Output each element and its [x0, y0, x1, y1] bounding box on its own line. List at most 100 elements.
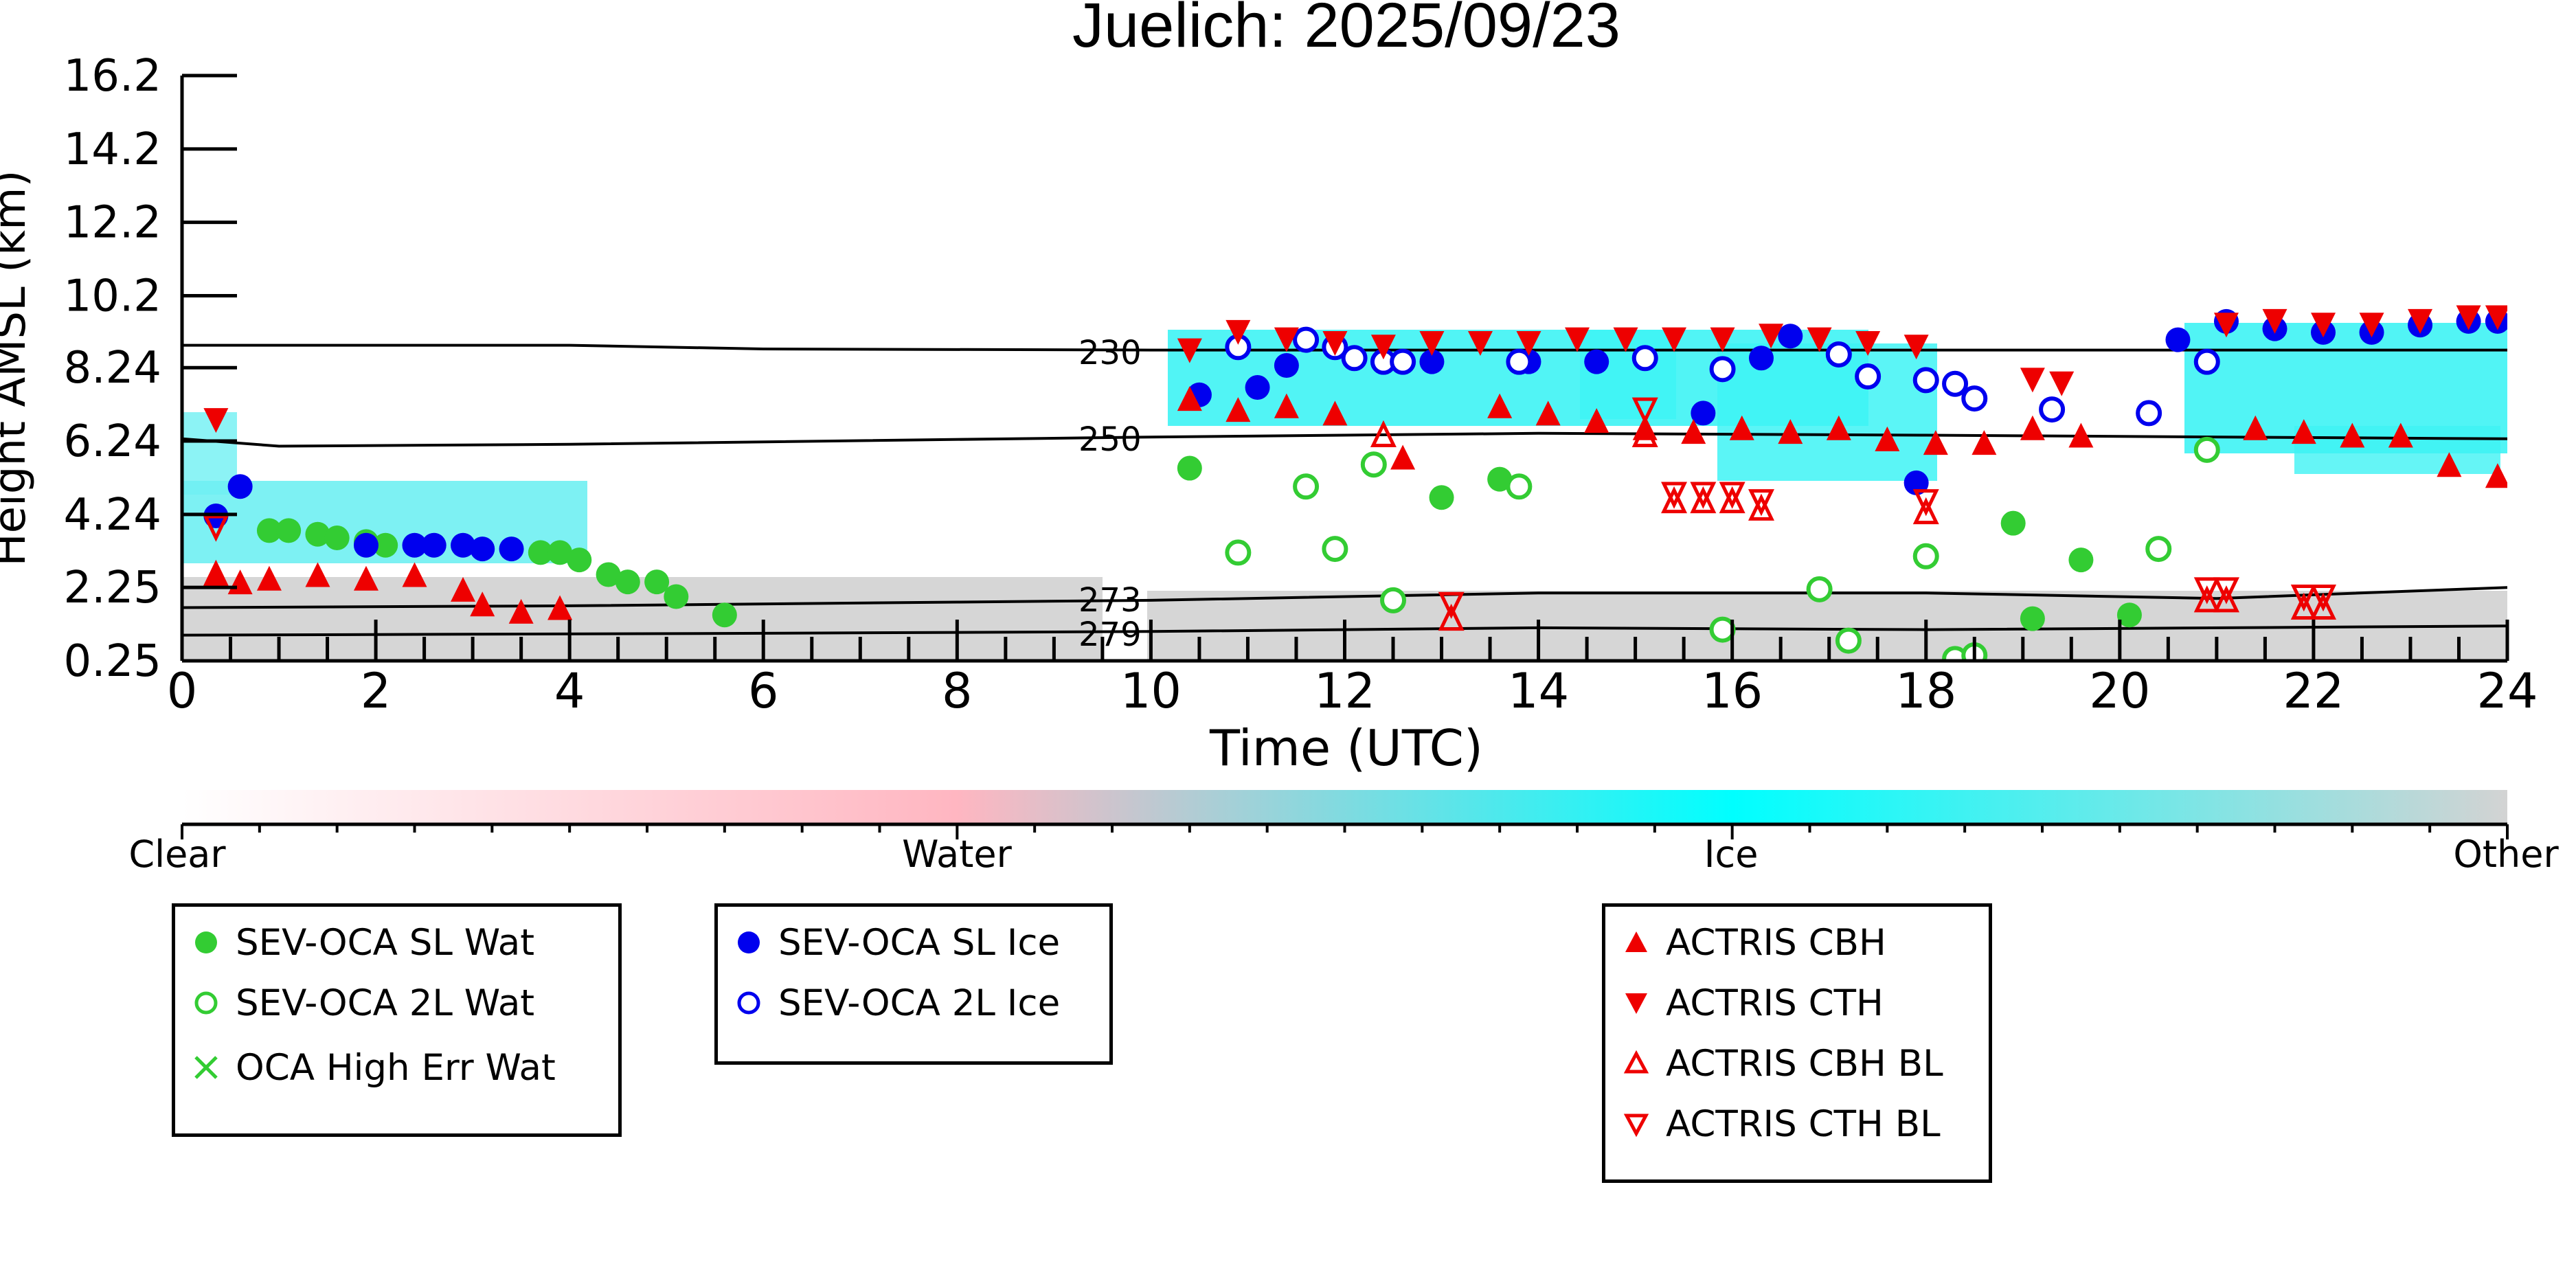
sev-oca-sl-wat-point [1487, 466, 1513, 492]
actris-cbh-point [1875, 426, 1900, 451]
sev-oca-sl-wat-point [1429, 485, 1454, 510]
legend-item-sev-oca-sl-wat: SEV-OCA SL Wat [189, 922, 534, 964]
sev-oca-sl-ice-point [1748, 346, 1774, 371]
legend-item-sev-oca-sl-ice: SEV-OCA SL Ice [732, 922, 1060, 964]
actris-cth-point [1903, 335, 1929, 360]
sev-oca-sl-wat-point [2000, 510, 2026, 536]
sev-oca-2l-ice-point [1961, 385, 1988, 412]
open-circle-icon [737, 991, 760, 1015]
sev-oca-2l-wat-point [1322, 536, 1348, 563]
actris-cbh-point [1971, 430, 1997, 455]
actris-cth-point [2359, 313, 2384, 338]
sev-oca-sl-wat-point [256, 518, 282, 543]
actris-cbh-point [1826, 415, 1851, 440]
actris-cth-point [1759, 324, 1784, 349]
open-triangle-up-icon [1623, 1050, 1649, 1074]
legend-item-actris-cbh: ACTRIS CBH [1619, 921, 1886, 964]
actris-cbh-bl-point [203, 559, 229, 587]
sev-oca-2l-ice-point [2136, 400, 2162, 427]
colorbar-label-other: Other [2453, 833, 2559, 876]
x-tick-label: 22 [2283, 663, 2344, 719]
filled-circle-icon [738, 931, 760, 953]
actris-cbh-point [2291, 419, 2316, 444]
legend-label: ACTRIS CBH [1666, 921, 1886, 964]
sev-oca-sl-ice-point [1245, 375, 1270, 400]
x-tick-label: 0 [167, 663, 198, 719]
actris-cth-bl-point [1631, 397, 1658, 425]
sev-oca-sl-ice-point [1691, 400, 1716, 426]
sev-oca-2l-ice-point [1341, 345, 1368, 372]
actris-cbh-bl-point [2213, 585, 2239, 613]
filled-circle-icon [195, 931, 217, 953]
actris-cbh-point [203, 562, 229, 587]
actris-cth-point [2213, 313, 2239, 338]
sev-oca-sl-wat-point [324, 526, 350, 551]
actris-cth-point [1177, 338, 1202, 363]
sev-oca-2l-ice-point [2193, 348, 2220, 375]
x-tick-label: 4 [554, 663, 585, 719]
actris-cth-point [1516, 330, 1541, 356]
actris-cbh-bl-point [1438, 603, 1465, 631]
sev-oca-sl-ice-point [227, 474, 253, 499]
actris-cbh-point [1390, 444, 1416, 470]
actris-cth-bl-point [1912, 489, 1939, 517]
colorbar-ticks [181, 824, 2509, 839]
actris-cth-point [1807, 327, 1832, 352]
y-tick-label: 12.2 [64, 198, 162, 249]
sev-oca-2l-wat-point [1360, 451, 1387, 478]
plot-area [182, 305, 2507, 661]
x-tick-label: 18 [1895, 663, 1956, 719]
sev-oca-sl-wat-point [1177, 455, 1202, 481]
actris-cth-bl-point [1719, 482, 1745, 509]
actris-cth-point [2456, 305, 2481, 330]
actris-cth-point [1855, 330, 1881, 356]
sev-oca-2l-ice-point [1709, 356, 1736, 383]
actris-cth-bl-point [1661, 482, 1688, 509]
sev-oca-2l-wat-point [1835, 627, 1862, 654]
isotherm-230 [182, 343, 2507, 352]
actris-cth-point [2408, 308, 2433, 334]
sev-oca-sl-wat-point [615, 569, 640, 595]
actris-cbh-point [1584, 408, 1609, 433]
actris-cbh-point [1274, 393, 1299, 418]
x-tick-label: 20 [2089, 663, 2150, 719]
actris-cth-point [1565, 327, 1590, 352]
actris-cbh-bl-point [1719, 486, 1745, 514]
legend-label: SEV-OCA 2L Wat [236, 982, 535, 1024]
colorbar-label-clear: Clear [128, 833, 226, 876]
sev-oca-2l-ice-point [1631, 345, 1658, 372]
actris-cth-point [1662, 327, 1687, 352]
sev-oca-sl-wat-point [712, 602, 737, 628]
actris-cth-point [2020, 368, 2045, 393]
sev-oca-2l-ice-point [1942, 370, 1969, 397]
sev-oca-sl-ice-point [2165, 327, 2191, 352]
actris-cbh-bl-point [1748, 493, 1774, 521]
isotherm-250 [182, 431, 2507, 448]
sev-oca-sl-wat-point [2020, 606, 2045, 631]
triangle-up-icon [1625, 931, 1647, 952]
y-tick-label: 6.24 [64, 416, 162, 467]
actris-cbh-point [1535, 400, 1561, 426]
sev-oca-sl-ice-point [1584, 349, 1609, 374]
legend-actris: ACTRIS CBH ACTRIS CTH ACTRIS CBH BL ACTR… [1602, 903, 1992, 1183]
actris-cbh-point [451, 576, 476, 602]
actris-cth-bl-point [2213, 577, 2239, 605]
legend-item-sev-oca-2l-wat: SEV-OCA 2L Wat [189, 982, 534, 1024]
actris-cbh-point [2340, 422, 2365, 448]
actris-cbh-bl-point [1690, 486, 1717, 514]
sev-oca-sl-ice-point [451, 532, 476, 558]
sev-oca-2l-ice-point [1912, 367, 1939, 394]
sev-oca-sl-wat-point [528, 540, 553, 565]
open-triangle-down-icon [1623, 1114, 1649, 1138]
sev-oca-sl-wat-point [305, 521, 330, 547]
y-axis-label: Height AMSL (km) [0, 170, 36, 567]
x-axis-label: Time (UTC) [1209, 719, 1483, 777]
sev-oca-sl-wat-point [373, 532, 398, 558]
sev-oca-2l-wat-point [1380, 587, 1407, 613]
legend-item-actris-cbh-bl: ACTRIS CBH BL [1619, 1043, 1943, 1085]
sev-oca-2l-ice-point [1390, 348, 1416, 375]
sev-oca-2l-wat-point [1293, 473, 1320, 500]
actris-cth-bl-point [1748, 489, 1774, 517]
actris-cbh-point [1225, 397, 1251, 422]
